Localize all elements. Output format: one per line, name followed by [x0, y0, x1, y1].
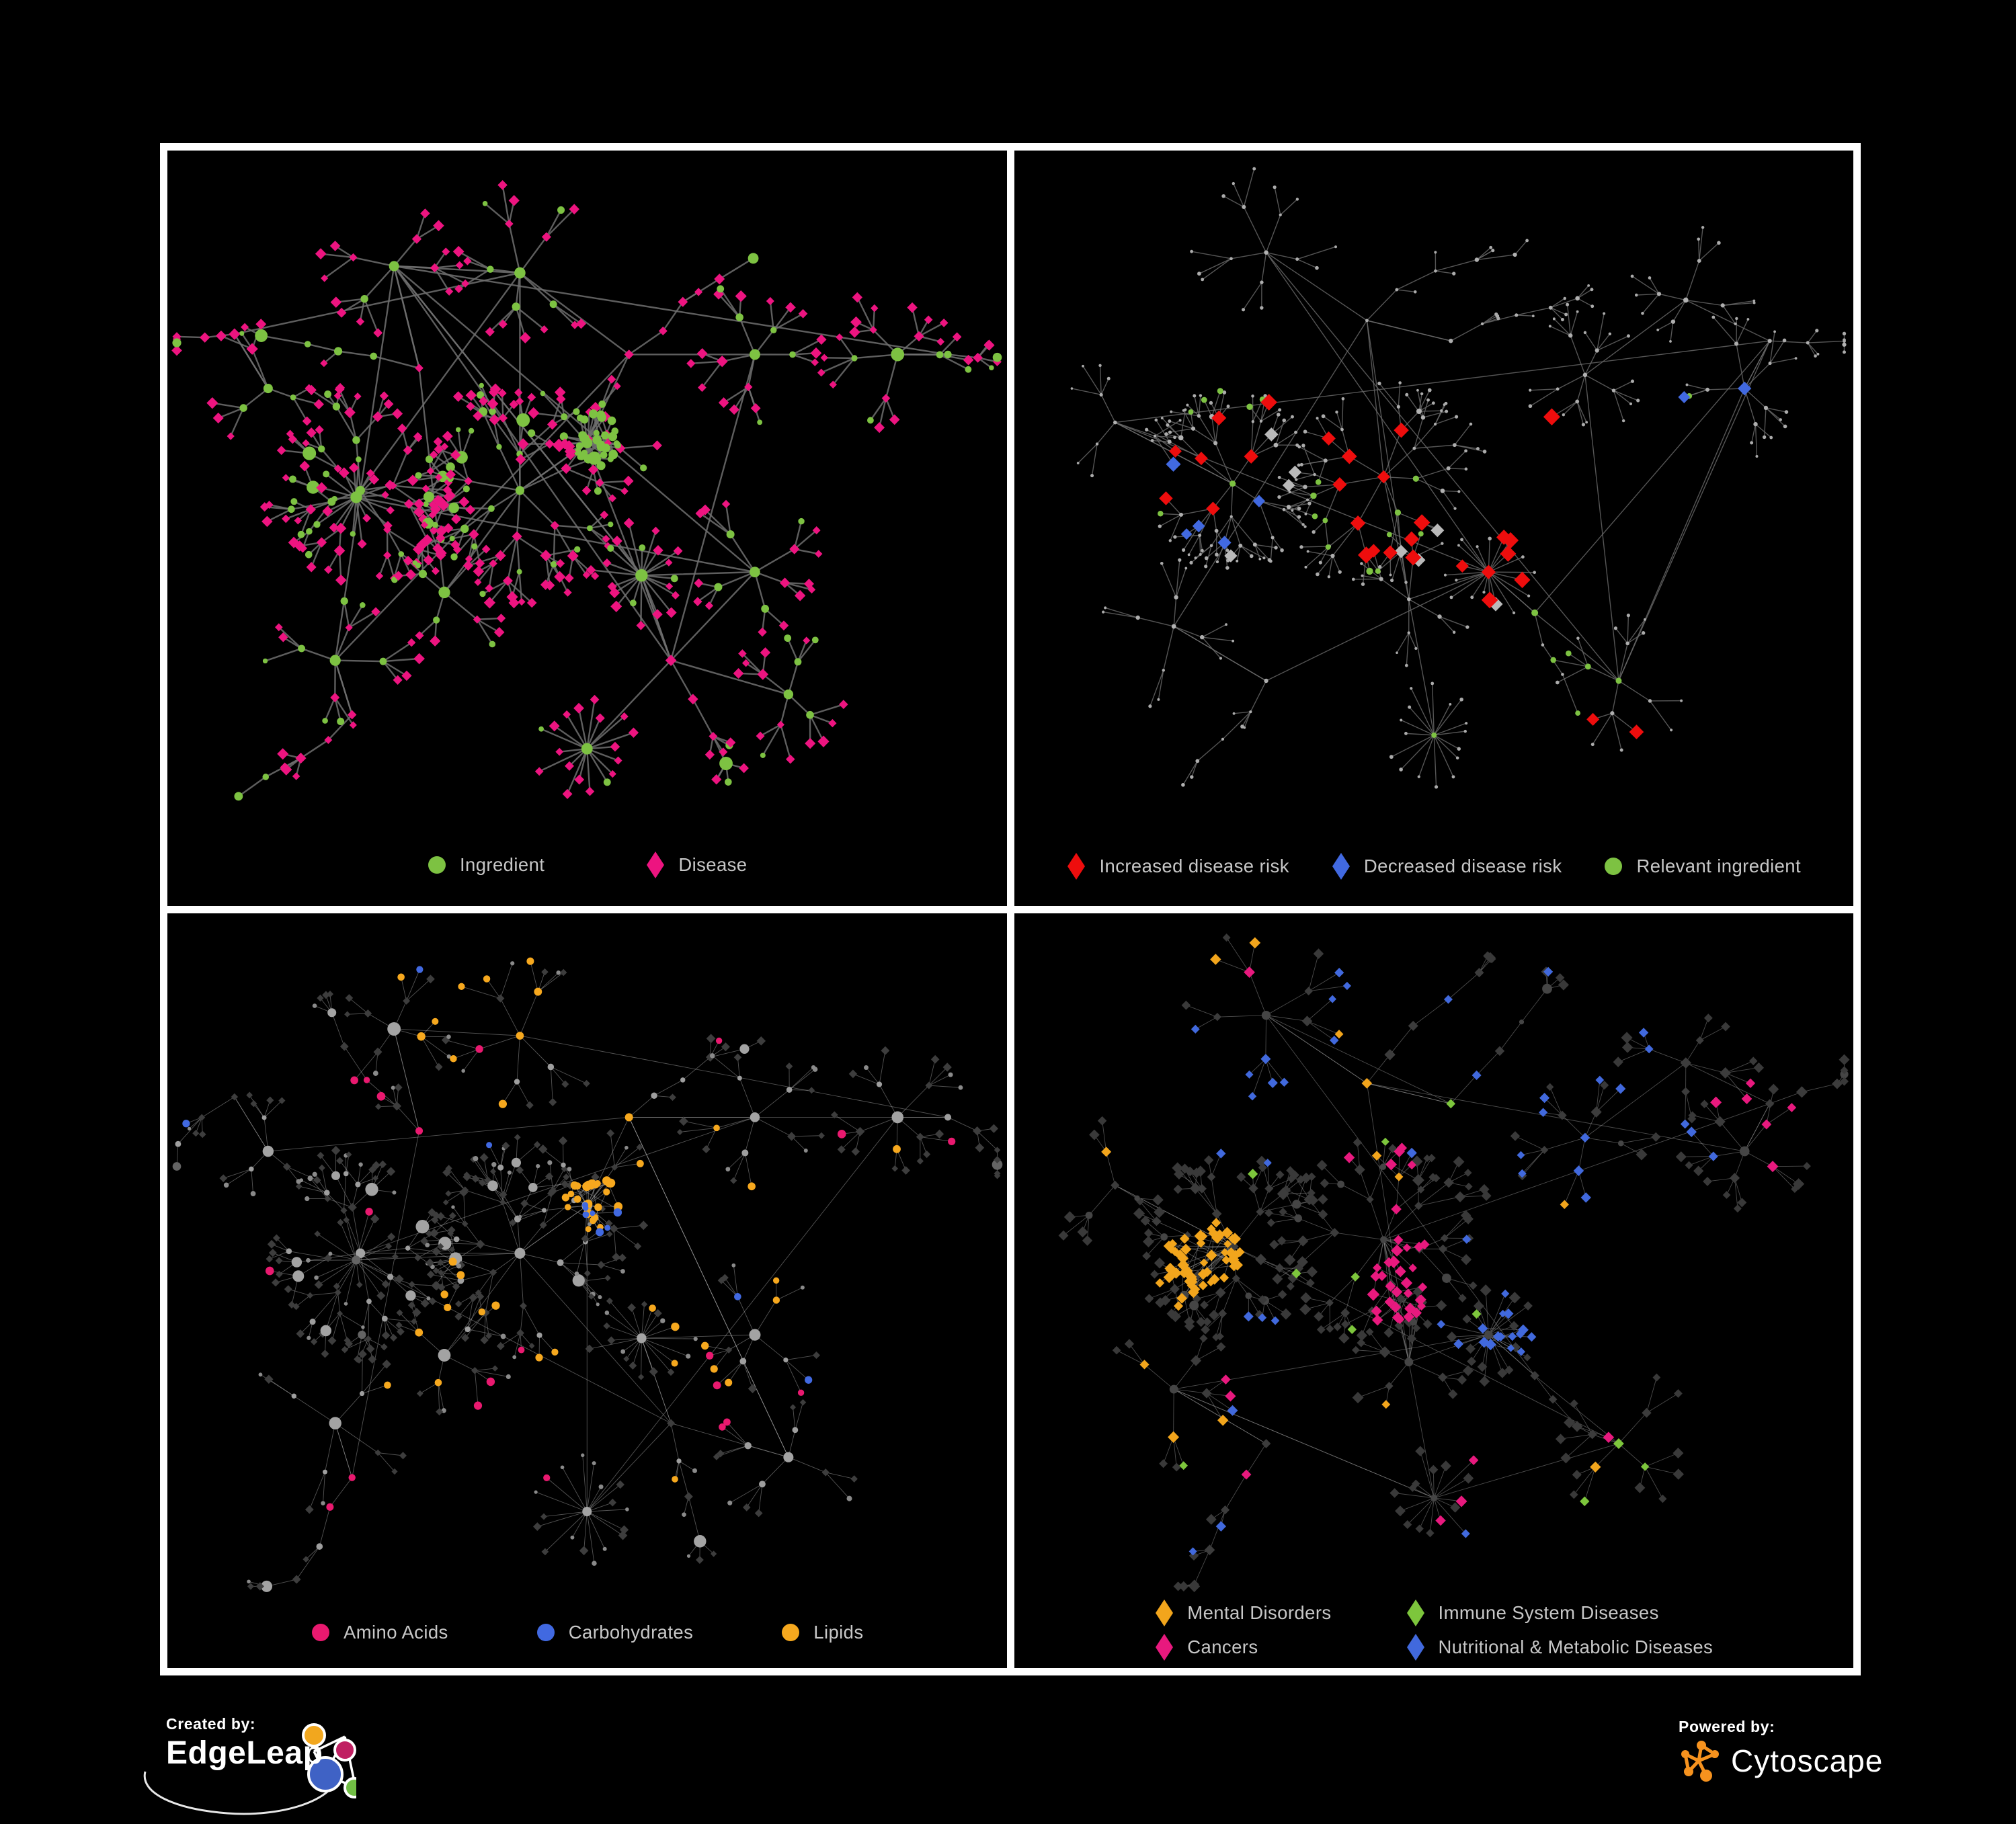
created-by-label: Created by: [166, 1715, 489, 1733]
edges-layer [1072, 169, 1844, 787]
panel-ingredient-disease: Ingredient Disease [167, 151, 1007, 906]
nutritional-metabolic-diseases-diamond-icon [1406, 1633, 1426, 1661]
legend-item-disease: Disease [645, 851, 747, 879]
legend-item-amino-acids: Amino Acids [311, 1618, 448, 1647]
legend-item-nutritional-metabolic-diseases: Nutritional & Metabolic Diseases [1406, 1633, 1713, 1661]
legend-item-carbohydrates: Carbohydrates [536, 1618, 694, 1647]
disease-diamond-icon [645, 851, 666, 879]
legend-item-increased-risk: Increased disease risk [1066, 852, 1289, 880]
immune-system-diseases-diamond-icon [1406, 1599, 1426, 1627]
nodes-layer [1058, 934, 1849, 1592]
network-disease-risk [1014, 151, 1854, 831]
lipids-circle-icon [780, 1618, 801, 1647]
legend-label: Mental Disorders [1187, 1602, 1331, 1624]
legend-label: Decreased disease risk [1364, 856, 1562, 877]
legend-item-immune-system-diseases: Immune System Diseases [1406, 1599, 1713, 1627]
panel-disease-risk: Increased disease risk Decreased disease… [1014, 151, 1854, 906]
nodes-layer [1070, 167, 1846, 789]
cytoscape-wordmark: Cytoscape [1731, 1743, 1883, 1779]
legend-ingredient-disease: Ingredient Disease [167, 851, 1007, 879]
legend-item-lipids: Lipids [780, 1618, 863, 1647]
powered-by-label: Powered by: [1679, 1718, 1883, 1736]
panels-grid: Ingredient Disease Increased disease ris… [160, 143, 1861, 1675]
legend-label: Increased disease risk [1099, 856, 1289, 877]
amino-acids-circle-icon [311, 1618, 331, 1647]
legend-label: Lipids [813, 1622, 863, 1643]
network-ingredient-disease [167, 151, 1007, 831]
legend-disease-categories: Mental Disorders Immune System Diseases … [1014, 1599, 1854, 1661]
legend-item-relevant-ingredient: Relevant ingredient [1603, 852, 1801, 880]
legend-item-mental-disorders: Mental Disorders [1154, 1599, 1331, 1627]
edgeleap-credit: Created by: EdgeLeap [166, 1715, 489, 1823]
carbohydrates-circle-icon [536, 1618, 556, 1647]
legend-label: Immune System Diseases [1439, 1602, 1659, 1624]
legend-item-decreased-risk: Decreased disease risk [1331, 852, 1562, 880]
relevant-ingredient-circle-icon [1603, 852, 1623, 880]
mental-disorders-diamond-icon [1154, 1599, 1174, 1627]
panel-disease-categories: Mental Disorders Immune System Diseases … [1014, 913, 1854, 1669]
panel-nutrients: Amino Acids Carbohydrates Lipids [167, 913, 1007, 1669]
cytoscape-logo-icon [1679, 1739, 1722, 1783]
legend-label: Disease [678, 854, 747, 876]
legend-item-cancers: Cancers [1154, 1633, 1331, 1661]
network-nutrients [167, 913, 1007, 1593]
legend-label: Nutritional & Metabolic Diseases [1439, 1636, 1713, 1658]
legend-nutrients: Amino Acids Carbohydrates Lipids [167, 1618, 1007, 1647]
legend-label: Amino Acids [344, 1622, 448, 1643]
legend-label: Relevant ingredient [1636, 856, 1801, 877]
network-disease-categories [1014, 913, 1854, 1593]
cancers-diamond-icon [1154, 1633, 1174, 1661]
legend-label: Cancers [1187, 1636, 1258, 1658]
decreased-risk-diamond-icon [1331, 852, 1351, 880]
nodes-layer [171, 180, 1002, 800]
legend-label: Carbohydrates [569, 1622, 694, 1643]
nodes-layer [173, 957, 1003, 1591]
edgeleap-wordmark: EdgeLeap [166, 1735, 489, 1772]
cytoscape-credit: Powered by: Cytoscape [1679, 1718, 1883, 1783]
ingredient-circle-icon [427, 851, 447, 879]
increased-risk-diamond-icon [1066, 852, 1086, 880]
legend-disease-risk: Increased disease risk Decreased disease… [1014, 852, 1854, 880]
legend-label: Ingredient [460, 854, 545, 876]
legend-item-ingredient: Ingredient [427, 851, 545, 879]
